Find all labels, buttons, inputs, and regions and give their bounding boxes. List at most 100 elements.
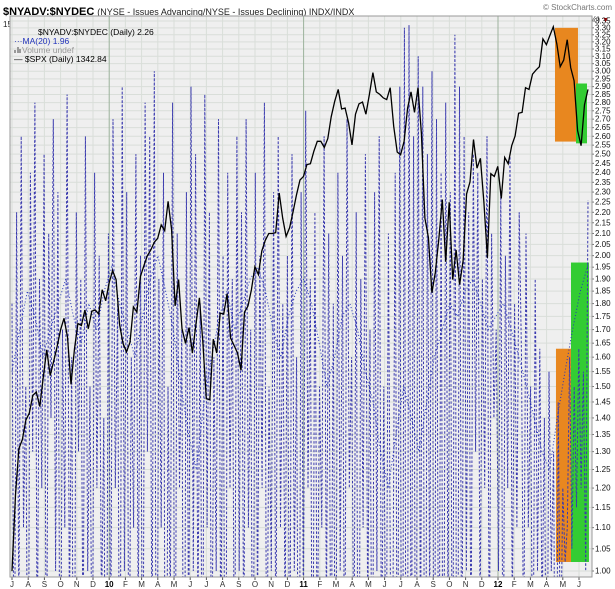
y-axis-tick-label: 2.65	[595, 123, 611, 132]
plot-border	[9, 15, 593, 578]
x-axis-tick-label: F	[317, 580, 322, 589]
y-axis-tick-label: 2.10	[595, 229, 611, 238]
x-axis-tick-label: 11	[299, 580, 308, 589]
x-axis-tick-label: 10	[105, 580, 114, 589]
chg-down-triangle-icon: ▼	[602, 17, 609, 24]
chart-symbol: $NYADV:$NYDEC	[3, 6, 95, 18]
x-axis-tick-label: M	[333, 580, 340, 589]
y-axis-tick-label: 2.30	[595, 188, 611, 197]
horizontal-gridlines	[10, 20, 594, 572]
y-axis-tick-label: 1.20	[595, 484, 611, 493]
y-axis-tick-label: 1.40	[595, 413, 611, 422]
legend-volume: Volume undef	[14, 46, 74, 55]
highlight-box-green	[575, 83, 587, 144]
y-axis-tick-label: 3.25	[595, 30, 611, 39]
x-axis-tick-label: D	[479, 580, 485, 589]
legend-spx-label: $SPX (Daily) 1342.84	[24, 54, 107, 64]
y-axis-tick-label: 2.45	[595, 159, 611, 168]
x-axis-tick-label: J	[577, 580, 581, 589]
x-axis-tick-label: S	[236, 580, 241, 589]
x-axis-tick-label: D	[285, 580, 291, 589]
copyright-label: © StockCharts.com	[542, 3, 612, 12]
x-axis-tick-label: J	[10, 580, 14, 589]
legend-spx: — $SPX (Daily) 1342.84	[14, 55, 107, 64]
spx-line	[11, 24, 589, 572]
x-axis-tick-label: M	[138, 580, 145, 589]
ratio-line	[11, 25, 589, 577]
legend-ma20: ···MA(20) 1.96	[14, 37, 69, 46]
y-axis-tick-label: 1.05	[595, 544, 611, 553]
y-axis-tick-label: 1.95	[595, 263, 611, 272]
y-axis-tick-label: 1.65	[595, 339, 611, 348]
y-axis-tick-label: 2.90	[595, 82, 611, 91]
y-axis-tick-label: 1.50	[595, 382, 611, 391]
y-axis-tick-label: 3.15	[595, 45, 611, 54]
y-axis-tick-label: 1.85	[595, 287, 611, 296]
x-axis-tick-label: M	[171, 580, 178, 589]
x-axis-tick-label: J	[383, 580, 387, 589]
ma20-line	[11, 253, 589, 489]
x-axis-tick-label: N	[74, 580, 80, 589]
y-axis-tick-label: 1.55	[595, 367, 611, 376]
y-axis-tick-label: 1.90	[595, 274, 611, 283]
y-axis-labels: 1.00 1.05 1.10 1.15 1.20 1.25 1.30 1.35 1.40 1.45…	[595, 17, 611, 576]
highlight-box-orange	[554, 27, 578, 142]
solid-line-icon: —	[14, 54, 23, 64]
x-axis-tick-label: D	[90, 580, 96, 589]
y-axis-tick-label: 2.00	[595, 251, 611, 260]
x-axis-tick-label: A	[544, 580, 550, 589]
x-axis-tick-label: O	[252, 580, 258, 589]
x-axis-tick-label: M	[365, 580, 372, 589]
x-axis-labels: J A S O N D 10 F M A M J J A S O N D 11 F M A M J J A S O N D 12 F M A M J	[10, 580, 581, 589]
y-axis-tick-label: 1.75	[595, 312, 611, 321]
y-axis-tick-label: 2.05	[595, 240, 611, 249]
y-axis-tick-label: 2.15	[595, 218, 611, 227]
y-axis-tick-label: 1.35	[595, 430, 611, 439]
x-axis-tick-label: F	[123, 580, 128, 589]
y-axis-tick-label: 3.00	[595, 67, 611, 76]
x-axis-tick-label: M	[527, 580, 534, 589]
legend-main-series: $NYADV:$NYDEC (Daily) 2.26	[38, 27, 154, 37]
x-axis-tick-label: A	[220, 580, 226, 589]
chart-description: (NYSE - Issues Advancing/NYSE - Issues D…	[97, 7, 355, 17]
x-axis-tick-label: J	[188, 580, 192, 589]
y-axis-tick-label: 3.30	[595, 23, 611, 32]
y-axis-tick-label: 2.55	[595, 141, 611, 150]
x-axis-tick-label: M	[559, 580, 566, 589]
x-axis-tick-label: A	[26, 580, 32, 589]
x-axis-tick-label: J	[204, 580, 208, 589]
y-axis-tick-label: 2.60	[595, 132, 611, 141]
y-axis-tick-label: 2.85	[595, 90, 611, 99]
y-axis-tick-label: 1.25	[595, 465, 611, 474]
y-axis-tick-label: 2.50	[595, 150, 611, 159]
chart-header: $NYADV:$NYDEC (NYSE - Issues Advancing/NY…	[3, 2, 612, 18]
x-axis-tick-label: A	[414, 580, 420, 589]
x-axis-tick-label: J	[399, 580, 403, 589]
volume-bars-icon	[14, 47, 21, 53]
x-axis-tick-label: F	[512, 580, 517, 589]
x-axis-tick-label: O	[57, 580, 63, 589]
x-axis-tick-label: 12	[494, 580, 503, 589]
y-axis-tick-label: 1.60	[595, 353, 611, 362]
legend-ma20-label: MA(20) 1.96	[22, 36, 70, 46]
legend-volume-label: Volume undef	[22, 45, 74, 55]
x-axis-tick-label: O	[446, 580, 452, 589]
y-axis-tick-label: 2.35	[595, 178, 611, 187]
y-axis-tick-label: 1.00	[595, 567, 611, 576]
y-axis-tick-label: 1.15	[595, 503, 611, 512]
y-axis-tick-label: 1.10	[595, 523, 611, 532]
y-axis-tick-label: 2.75	[595, 106, 611, 115]
y-axis-tick-label: 3.05	[595, 59, 611, 68]
y-axis-tick-label: 3.10	[595, 52, 611, 61]
x-axis-tick-label: A	[350, 580, 356, 589]
y-axis-tick-label: 1.70	[595, 325, 611, 334]
y-axis-tick-label: 3.35	[595, 17, 611, 26]
y-axis-tick-label: 1.45	[595, 397, 611, 406]
y-axis-tick-label: 1.30	[595, 447, 611, 456]
y-axis-tick-label: 2.80	[595, 98, 611, 107]
y-axis-tick-label: 2.95	[595, 74, 611, 83]
x-axis-tick-label: S	[42, 580, 47, 589]
y-axis-tick-label: 2.40	[595, 168, 611, 177]
